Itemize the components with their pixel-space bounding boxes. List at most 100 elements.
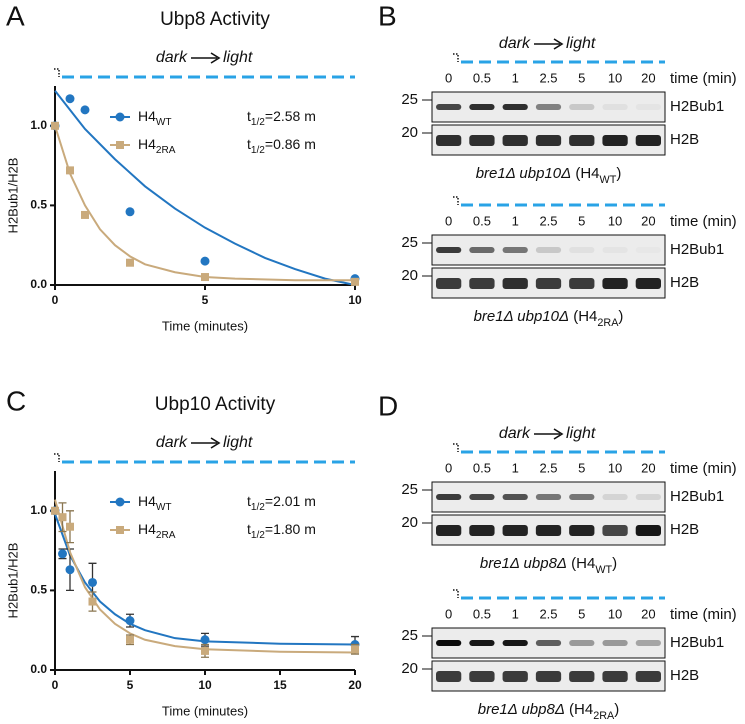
band-label: H2B [670,521,699,538]
light-start [453,53,459,62]
chart-title: Ubp8 Activity [160,9,270,30]
band [636,247,661,253]
time-label: 0 [445,213,452,228]
fit-curve [54,499,356,654]
condition-to: light [566,35,596,52]
half-life: t1/2=2.01 m [247,493,316,513]
y-axis-label: H2Bub1/H2B [5,158,20,234]
blot-caption-part: (H4 [571,165,599,182]
time-label: 1 [512,70,519,85]
band [502,247,528,253]
half-life-part: t [247,108,251,124]
half-life: t1/2=0.86 m [247,136,316,156]
time-label: 0.5 [473,606,491,621]
time-label: 5 [578,213,585,228]
blot-caption-part: (H4 [569,308,597,325]
band [602,104,628,110]
marker-label: 20 [401,514,418,531]
half-life-part: 1/2 [251,145,265,156]
data-point [65,565,75,575]
data-point [200,256,210,266]
blot-caption-part: bre1Δ ubp8Δ [478,701,565,718]
band [502,104,528,110]
band [569,104,595,110]
data-point [58,549,67,559]
blot-caption: bre1Δ ubp8Δ (H4WT) [480,555,617,576]
x-tick-label: 0 [52,678,59,692]
band-label: H2Bub1 [670,634,724,651]
data-point [351,645,359,654]
x-tick-label: 15 [273,678,287,692]
time-label: 0 [445,460,452,475]
marker-label: 25 [401,234,418,251]
x-tick-label: 0 [52,293,59,307]
band [502,671,528,682]
half-life: t1/2=2.58 m [247,108,316,128]
half-life-part: 1/2 [251,530,265,541]
blot-caption: bre1Δ ubp10Δ (H4WT) [476,165,622,186]
data-point [58,513,67,522]
band [502,494,528,500]
marker-label: 20 [401,267,418,284]
band [602,525,628,536]
band [535,247,562,253]
half-life-part: 1/2 [251,502,265,513]
band-label: H2Bub1 [670,241,724,258]
time-label: 10 [608,606,622,621]
time-label: 20 [641,460,655,475]
data-point [88,577,97,587]
band [436,671,462,682]
blot-caption-part: bre1Δ ubp8Δ [480,555,567,572]
band [436,525,462,536]
time-label: 0.5 [473,213,491,228]
light-start [453,196,459,205]
band [436,494,462,500]
marker-label: 20 [401,124,418,141]
marker-label: 25 [401,627,418,644]
blot-caption-part: (H4 [565,701,593,718]
band [469,640,495,646]
time-label: 20 [641,213,655,228]
band [502,278,528,289]
x-axis-label: Time (minutes) [162,703,248,718]
legend-label-part: H4 [138,493,156,509]
legend-label: H42RA [138,136,176,156]
half-life-part: =2.58 m [265,108,316,124]
band [436,247,462,253]
data-point [351,277,359,286]
band [602,278,628,289]
band [502,135,528,146]
x-tick-label: 20 [348,678,362,692]
half-life-part: =2.01 m [265,493,316,509]
data-point [81,210,89,219]
time-axis-label: time (min) [670,460,737,477]
band [469,247,495,253]
time-label: 0 [445,70,452,85]
data-point [201,273,209,282]
arrow-head [210,52,221,64]
blot-caption: bre1Δ ubp8Δ (H42RA) [478,701,620,722]
band [602,671,628,682]
marker-label: 25 [401,481,418,498]
light-start [453,443,459,452]
band [635,278,661,289]
half-life: t1/2=1.80 m [247,521,316,541]
arrow-head [210,437,221,449]
time-label: 2.5 [539,460,557,475]
blot-caption-part: (H4 [567,555,595,572]
legend-label: H4WT [138,493,172,513]
band [635,135,661,146]
light-start [54,68,60,77]
blot-caption-part: ) [618,308,623,325]
band [602,247,627,253]
blot-caption-part: WT [595,564,612,576]
condition-from: dark [156,49,188,66]
band-label: H2Bub1 [670,488,724,505]
band [635,640,661,646]
legend-label: H4WT [138,108,172,128]
data-point [200,635,210,645]
time-label: 0.5 [473,70,491,85]
data-point [125,207,135,217]
band [436,278,462,289]
